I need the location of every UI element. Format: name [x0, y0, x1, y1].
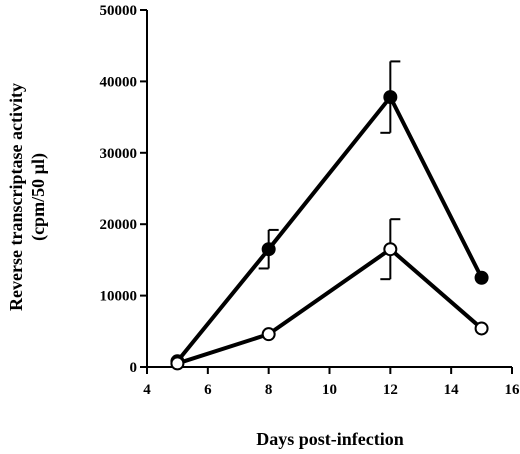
data-point-filled [474, 270, 489, 285]
x-tick-label: 6 [204, 382, 212, 398]
series-2 [170, 218, 489, 371]
data-point-open [261, 327, 276, 342]
x-tick-label: 4 [143, 382, 151, 398]
data-point-filled [383, 90, 398, 105]
series-1 [170, 60, 489, 369]
y-tick-label: 20000 [100, 217, 138, 233]
series-line [176, 247, 483, 366]
y-axis-title-line-2: (cpm/50 µl) [28, 153, 49, 241]
x-tick-label: 10 [322, 382, 337, 398]
x-tick-label: 8 [265, 382, 273, 398]
series-line [175, 95, 484, 363]
x-axis-title: Days post-infection [256, 429, 404, 449]
y-tick-label: 30000 [100, 146, 138, 162]
data-point-open [474, 321, 489, 336]
data-point-filled [261, 242, 276, 257]
x-tick-label: 12 [383, 382, 398, 398]
x-tick-label: 16 [505, 382, 520, 398]
y-tick-label: 0 [130, 360, 138, 376]
data-point-open [170, 356, 185, 371]
y-axis-title-line-1: Reverse transcriptase activity [6, 83, 26, 311]
axes: 0 10000 20000 30000 40000 50000 4 6 8 10 12 14 16 [100, 3, 520, 398]
x-tick-label: 14 [444, 382, 460, 398]
y-tick-label: 40000 [100, 74, 138, 90]
y-tick-label: 10000 [100, 289, 138, 305]
series-group [170, 60, 489, 371]
y-tick-label: 50000 [100, 3, 138, 19]
data-point-open [383, 242, 398, 257]
